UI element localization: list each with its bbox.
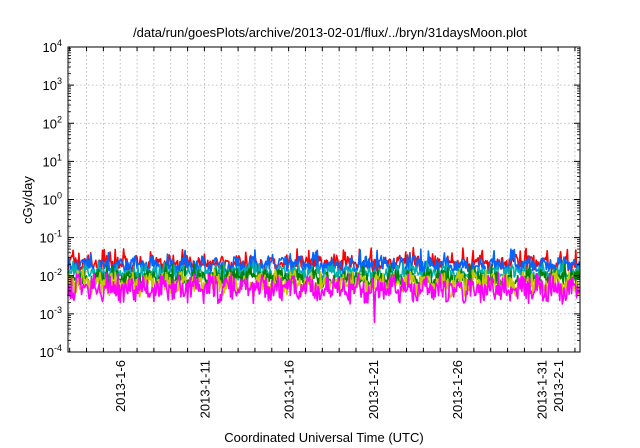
x-tick-label: 2013-2-1	[551, 360, 566, 412]
y-tick-label: 10-4	[40, 343, 62, 360]
grid-lines	[68, 47, 580, 352]
y-tick-label: 102	[43, 114, 62, 131]
x-tick-label: 2013-1-21	[366, 360, 381, 419]
y-tick-label: 104	[43, 38, 62, 55]
series-line	[67, 259, 580, 282]
data-series	[67, 246, 580, 324]
x-tick-label: 2013-1-26	[450, 360, 465, 419]
series-line	[67, 271, 580, 324]
series-line	[67, 248, 580, 276]
x-tick-label: 2013-1-16	[282, 360, 297, 419]
x-tick-label: 2013-1-31	[534, 360, 549, 419]
y-tick-label: 103	[43, 76, 62, 93]
y-tick-label: 100	[43, 191, 62, 208]
y-tick-label: 10-3	[40, 305, 62, 322]
y-tick-label: 101	[43, 152, 62, 169]
y-tick-label: 10-1	[40, 229, 62, 246]
x-tick-label: 2013-1-6	[113, 360, 128, 412]
chart-title: /data/run/goesPlots/archive/2013-02-01/f…	[133, 25, 527, 40]
axes: 10-4 10-3 10-2 10-1 100 101 102 103 104 2013-1-6 2…	[40, 38, 580, 419]
y-tick-label: 10-2	[40, 267, 62, 284]
x-tick-label: 2013-1-11	[197, 360, 212, 418]
x-axis-label: Coordinated Universal Time (UTC)	[224, 430, 423, 445]
series-line	[67, 268, 580, 299]
y-axis-label: cGy/day	[20, 176, 35, 224]
